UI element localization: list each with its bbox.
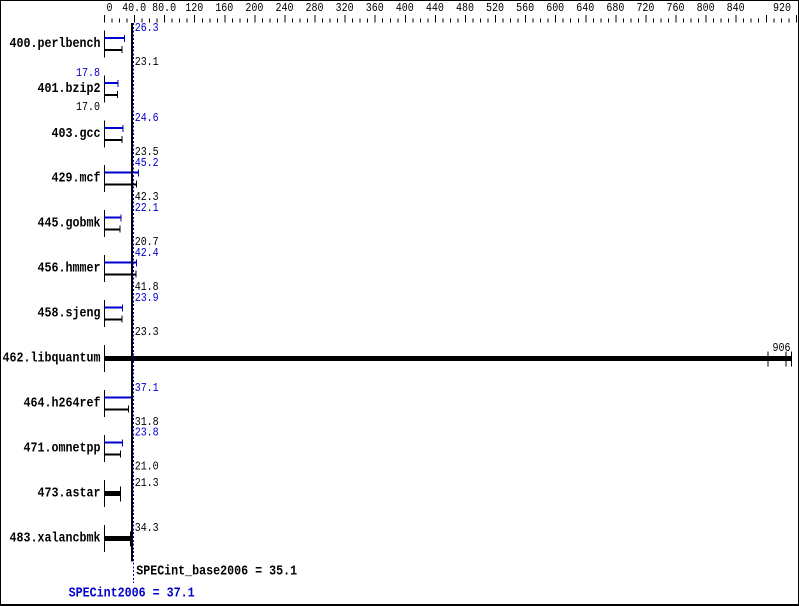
- svg-text:34.3: 34.3: [135, 521, 159, 535]
- svg-text:401.bzip2: 401.bzip2: [38, 82, 101, 97]
- svg-text:37.1: 37.1: [135, 381, 159, 395]
- svg-text:640: 640: [576, 1, 594, 15]
- svg-text:400: 400: [396, 1, 414, 15]
- svg-text:160: 160: [215, 1, 233, 15]
- svg-text:680: 680: [606, 1, 624, 15]
- svg-text:403.gcc: 403.gcc: [52, 127, 101, 142]
- svg-text:760: 760: [667, 1, 685, 15]
- svg-text:462.libquantum: 462.libquantum: [3, 352, 101, 367]
- svg-text:483.xalancbmk: 483.xalancbmk: [10, 532, 101, 547]
- svg-text:840: 840: [727, 1, 745, 15]
- svg-text:560: 560: [516, 1, 534, 15]
- svg-text:471.omnetpp: 471.omnetpp: [24, 442, 101, 457]
- svg-text:20.7: 20.7: [135, 235, 159, 249]
- svg-text:41.8: 41.8: [135, 280, 159, 294]
- svg-text:23.8: 23.8: [135, 426, 159, 440]
- svg-text:31.8: 31.8: [135, 415, 159, 429]
- svg-text:360: 360: [366, 1, 384, 15]
- svg-text:440: 440: [426, 1, 444, 15]
- svg-text:800: 800: [697, 1, 715, 15]
- svg-text:17.8: 17.8: [76, 66, 100, 80]
- svg-text:26.3: 26.3: [135, 21, 159, 35]
- svg-text:458.sjeng: 458.sjeng: [38, 307, 101, 322]
- svg-text:23.1: 23.1: [135, 55, 159, 69]
- svg-text:SPECint2006 = 37.1: SPECint2006 = 37.1: [69, 586, 195, 601]
- svg-text:SPECint_base2006 = 35.1: SPECint_base2006 = 35.1: [136, 564, 297, 579]
- svg-text:24.6: 24.6: [135, 111, 159, 125]
- svg-text:240: 240: [275, 1, 293, 15]
- svg-text:0: 0: [107, 1, 113, 15]
- svg-text:80.0: 80.0: [152, 1, 176, 15]
- svg-text:456.hmmer: 456.hmmer: [38, 262, 101, 277]
- svg-text:22.1: 22.1: [135, 201, 159, 215]
- svg-text:21.3: 21.3: [135, 476, 159, 490]
- svg-text:280: 280: [306, 1, 324, 15]
- svg-text:720: 720: [636, 1, 654, 15]
- svg-text:320: 320: [336, 1, 354, 15]
- svg-text:40.0: 40.0: [122, 1, 146, 15]
- svg-text:906: 906: [773, 341, 791, 355]
- svg-text:464.h264ref: 464.h264ref: [24, 397, 101, 412]
- svg-text:429.mcf: 429.mcf: [52, 172, 101, 187]
- svg-text:200: 200: [245, 1, 263, 15]
- svg-text:480: 480: [456, 1, 474, 15]
- svg-text:42.4: 42.4: [135, 246, 159, 260]
- svg-text:23.9: 23.9: [135, 291, 159, 305]
- svg-text:120: 120: [185, 1, 203, 15]
- svg-text:17.0: 17.0: [76, 100, 100, 114]
- svg-text:400.perlbench: 400.perlbench: [10, 37, 101, 52]
- svg-text:21.0: 21.0: [135, 460, 159, 474]
- svg-text:520: 520: [486, 1, 504, 15]
- svg-text:445.gobmk: 445.gobmk: [38, 217, 101, 232]
- svg-text:920: 920: [773, 1, 791, 15]
- svg-text:42.3: 42.3: [135, 190, 159, 204]
- svg-text:23.5: 23.5: [135, 145, 159, 159]
- svg-text:600: 600: [546, 1, 564, 15]
- svg-text:473.astar: 473.astar: [38, 487, 101, 502]
- svg-text:23.3: 23.3: [135, 325, 159, 339]
- svg-text:45.2: 45.2: [135, 156, 159, 170]
